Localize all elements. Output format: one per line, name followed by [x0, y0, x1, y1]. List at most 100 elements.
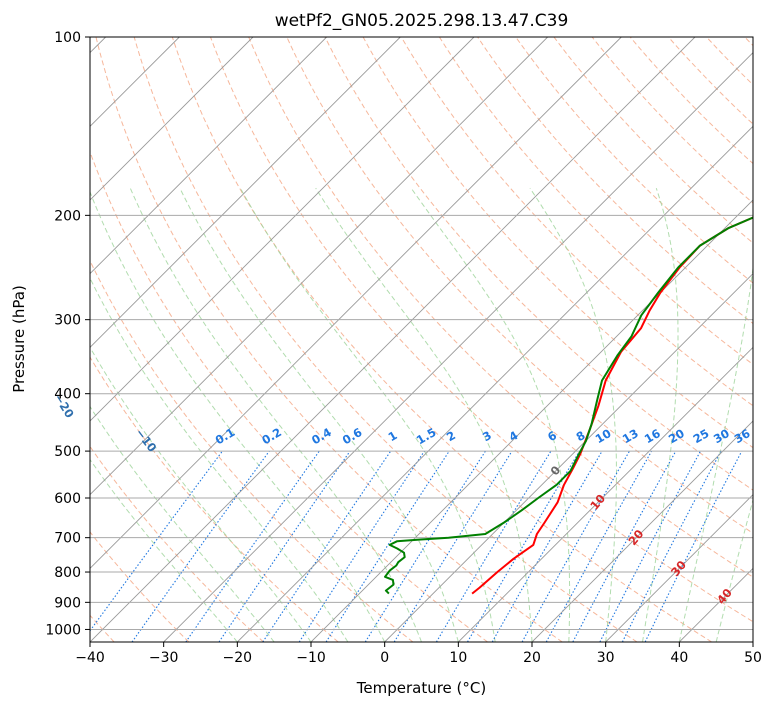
mixing-ratio-line — [435, 450, 552, 642]
moist-adiabat — [90, 190, 386, 642]
moist-adiabat — [410, 187, 571, 642]
mixing-ratio-line — [218, 450, 351, 642]
dry-adiabat — [90, 356, 339, 642]
dry-adiabat — [133, 37, 638, 642]
moist-adiabat — [315, 187, 533, 642]
skewed-isotherm — [384, 273, 753, 642]
mixing-ratio-line — [298, 450, 425, 642]
mixing-ratio-label: 3 — [480, 428, 494, 444]
skewed-isotherm — [310, 199, 753, 642]
dry-adiabat — [248, 37, 753, 578]
chart-title: wetPf2_GN05.2025.298.13.47.C39 — [275, 11, 569, 31]
skewed-isotherm — [752, 641, 753, 642]
mixing-ratio-label: 6 — [545, 428, 559, 444]
dry-adiabat — [477, 37, 753, 325]
mixing-ratio-line — [644, 450, 743, 642]
moist-adiabat — [239, 187, 496, 642]
mixing-ratio-label: 0.1 — [213, 425, 238, 447]
x-tick-label: 30 — [597, 650, 615, 666]
moist-adiabat — [642, 188, 679, 642]
dry-adiabat — [95, 37, 563, 642]
moist-adiabat — [179, 187, 459, 642]
skewed-isotherm — [458, 346, 753, 642]
dry-adiabat — [744, 37, 753, 47]
profile-line — [471, 216, 753, 595]
moist-adiabat — [715, 498, 753, 642]
skewed-isotherm — [163, 52, 753, 642]
mixing-ratio-line — [90, 450, 223, 632]
mixing-ratio-label: 1 — [386, 428, 400, 444]
x-tick-label: −10 — [296, 650, 326, 666]
mixing-ratio-line — [393, 450, 513, 642]
x-tick-label: 10 — [449, 650, 467, 666]
skewed-isotherm — [90, 37, 622, 569]
mixing-ratio-line — [131, 450, 270, 642]
y-tick-label: 1000 — [45, 622, 81, 638]
dry-adiabat-label: −30 — [0, 359, 2, 388]
moist-adiabat — [129, 187, 422, 642]
dry-adiabat — [90, 531, 190, 642]
x-axis-label: Temperature (°C) — [356, 679, 486, 697]
x-tick-label: −30 — [149, 650, 179, 666]
dry-adiabat — [286, 37, 753, 534]
mixing-ratio-line — [545, 450, 653, 642]
x-tick-label: 50 — [744, 650, 762, 666]
mixing-ratio-line — [599, 450, 701, 642]
mixing-ratio-label: 36 — [732, 426, 753, 446]
skewed-isotherm — [90, 37, 548, 496]
skewed-isotherm — [531, 420, 753, 642]
moist-adiabat — [752, 640, 753, 642]
x-tick-label: −40 — [75, 650, 105, 666]
mixing-ratio-line — [185, 450, 320, 642]
mixing-ratio-label: 0.6 — [340, 425, 365, 447]
y-tick-label: 200 — [54, 208, 81, 224]
y-tick-label: 800 — [54, 565, 81, 581]
dry-adiabat — [438, 37, 753, 365]
moist-adiabat — [529, 187, 617, 642]
dry-adiabat — [90, 150, 488, 642]
skewed-isotherm — [605, 494, 753, 642]
y-tick-label: 500 — [54, 444, 81, 460]
mixing-ratio-label: 13 — [620, 426, 641, 446]
mixing-ratio-label: 0.4 — [309, 425, 334, 447]
x-tick-label: 40 — [670, 650, 688, 666]
mixing-ratio-line — [521, 450, 630, 642]
dry-adiabat — [171, 37, 712, 642]
y-tick-label: 300 — [54, 313, 81, 329]
y-tick-label: 900 — [54, 595, 81, 611]
dry-adiabat-label: −10 — [133, 426, 160, 455]
mixing-ratio-label: 2 — [444, 428, 458, 444]
skewed-isotherm — [237, 125, 753, 642]
mixing-ratio-line — [364, 450, 486, 642]
moist-adiabat — [90, 346, 312, 642]
y-tick-label: 600 — [54, 491, 81, 507]
profile-line — [384, 216, 753, 595]
y-tick-label: 400 — [54, 387, 81, 403]
y-tick-label: 100 — [54, 30, 81, 46]
mixing-ratio-line — [262, 450, 392, 642]
dry-adiabat — [591, 37, 753, 204]
dry-adiabat — [706, 37, 753, 86]
x-tick-label: 0 — [380, 650, 389, 666]
mixing-ratio-label: 4 — [506, 428, 520, 444]
axis-layer: −40 −30 −20 −10 0 10 20 30 40 5010020030040050060… — [45, 30, 762, 666]
dry-adiabat — [400, 37, 753, 407]
dry-adiabat — [515, 37, 753, 284]
moist-adiabat — [678, 264, 753, 642]
skewed-isotherm — [90, 37, 327, 275]
y-tick-label: 700 — [54, 531, 81, 547]
data-layer — [384, 216, 753, 595]
dry-adiabat — [90, 445, 264, 642]
mixing-ratio-label: 30 — [711, 426, 732, 446]
mixing-ratio-line — [621, 450, 722, 642]
mixing-ratio-label: 10 — [593, 426, 614, 446]
skewed-isotherm — [90, 37, 475, 422]
moist-adiabat — [90, 277, 349, 642]
skewed-isotherm — [90, 37, 696, 642]
moist-adiabat — [90, 405, 275, 642]
dry-adiabat — [210, 37, 753, 623]
plot-frame — [89, 36, 754, 643]
label-layer: −100−90−80−70−60−50−40−30−20−10010203040… — [0, 359, 753, 607]
dry-adiabat — [668, 37, 753, 125]
